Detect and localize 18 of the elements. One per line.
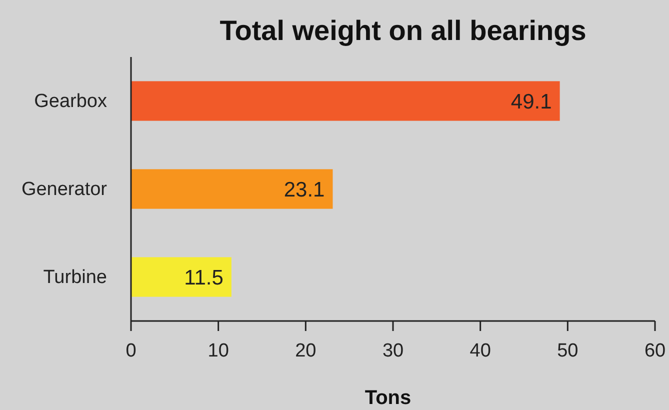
bar: [131, 169, 333, 209]
x-tick-label: 60: [644, 340, 666, 362]
x-tick-label: 0: [126, 340, 136, 362]
x-tick-label: 30: [382, 340, 404, 362]
x-tick-label: 20: [295, 340, 316, 362]
x-tick-label: 40: [470, 340, 491, 362]
x-tick-label: 50: [557, 340, 578, 362]
chart-title: Total weight on all bearings: [220, 15, 586, 46]
bar: [131, 81, 560, 121]
data-label: 11.5: [184, 266, 224, 290]
y-tick-label: Gearbox: [34, 91, 108, 112]
data-label: 23.1: [284, 178, 325, 202]
x-axis-title: Tons: [364, 387, 412, 409]
bar: [131, 257, 232, 297]
y-tick-label: Turbine: [43, 267, 107, 288]
y-tick-label: Generator: [21, 179, 108, 200]
data-label: 49.1: [510, 90, 552, 114]
x-tick-label: 10: [208, 340, 229, 362]
